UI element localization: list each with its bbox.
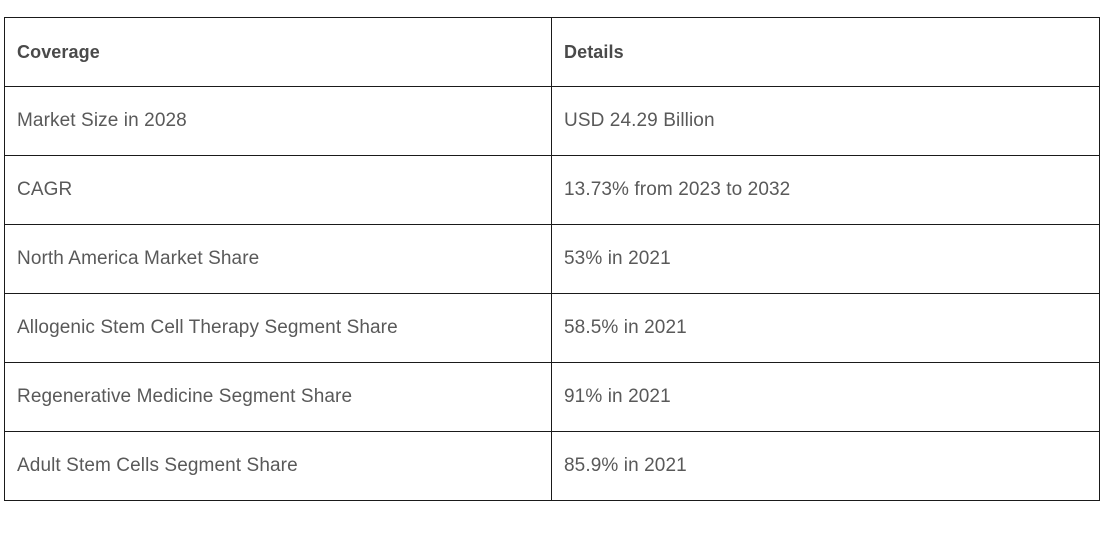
table-row: Regenerative Medicine Segment Share 91% … bbox=[4, 362, 1100, 432]
coverage-cell: North America Market Share bbox=[4, 224, 552, 294]
coverage-cell: Adult Stem Cells Segment Share bbox=[4, 431, 552, 501]
details-cell: 91% in 2021 bbox=[551, 362, 1100, 432]
details-cell: 58.5% in 2021 bbox=[551, 293, 1100, 363]
details-cell: 85.9% in 2021 bbox=[551, 431, 1100, 501]
details-cell: USD 24.29 Billion bbox=[551, 86, 1100, 156]
coverage-cell: Regenerative Medicine Segment Share bbox=[4, 362, 552, 432]
table-row: Market Size in 2028 USD 24.29 Billion bbox=[4, 86, 1100, 156]
table-row: CAGR 13.73% from 2023 to 2032 bbox=[4, 155, 1100, 225]
column-header-details: Details bbox=[551, 17, 1100, 87]
table-row: North America Market Share 53% in 2021 bbox=[4, 224, 1100, 294]
table-row: Allogenic Stem Cell Therapy Segment Shar… bbox=[4, 293, 1100, 363]
column-header-coverage: Coverage bbox=[4, 17, 552, 87]
coverage-cell: CAGR bbox=[4, 155, 552, 225]
table-header-row: Coverage Details bbox=[4, 17, 1100, 87]
table-row: Adult Stem Cells Segment Share 85.9% in … bbox=[4, 431, 1100, 501]
market-coverage-table: Coverage Details Market Size in 2028 USD… bbox=[4, 17, 1100, 501]
details-cell: 13.73% from 2023 to 2032 bbox=[551, 155, 1100, 225]
coverage-cell: Allogenic Stem Cell Therapy Segment Shar… bbox=[4, 293, 552, 363]
coverage-cell: Market Size in 2028 bbox=[4, 86, 552, 156]
details-cell: 53% in 2021 bbox=[551, 224, 1100, 294]
